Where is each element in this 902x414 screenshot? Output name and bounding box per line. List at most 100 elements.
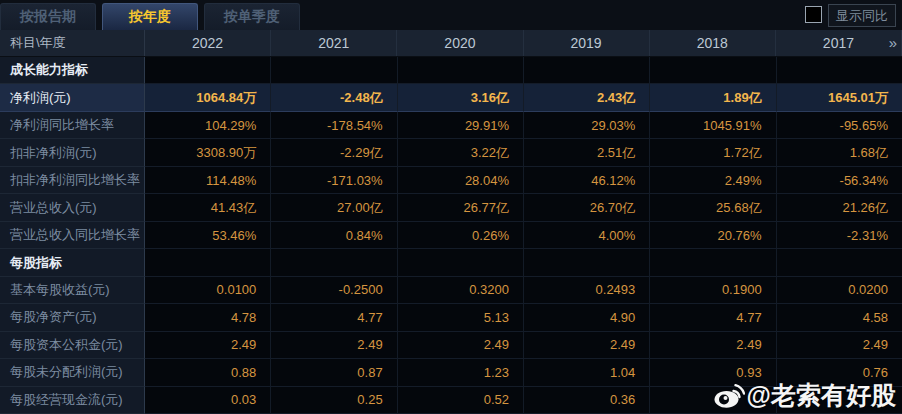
section-row[interactable]: 成长能力指标 [0, 57, 902, 84]
cell-value: 0.76 [777, 359, 902, 386]
cell-value: -95.65% [777, 112, 902, 139]
cell-value: 46.12% [524, 167, 650, 194]
cell-value: 0.0200 [777, 277, 902, 304]
row-label: 基本每股收益(元) [0, 277, 145, 304]
table-row[interactable]: 每股未分配利润(元)0.880.871.231.040.930.76 [0, 359, 902, 386]
row-label: 扣非净利润同比增长率 [0, 167, 145, 194]
table-row[interactable]: 扣非净利润同比增长率114.48%-171.03%28.04%46.12%2.4… [0, 167, 902, 194]
cell-value: 0.87 [271, 359, 397, 386]
cell-value [524, 249, 650, 276]
cell-value: -56.34% [777, 167, 902, 194]
cell-value [777, 387, 902, 414]
cell-value [145, 57, 271, 84]
table-row[interactable]: 每股经营现金流(元)0.030.250.520.36 [0, 387, 902, 414]
cell-value [398, 249, 524, 276]
cell-value: -171.03% [271, 167, 397, 194]
table-row[interactable]: 基本每股收益(元)0.0100-0.25000.32000.24930.1900… [0, 277, 902, 304]
cell-value: 2.49% [650, 167, 776, 194]
cell-value: 1.04 [524, 359, 650, 386]
tab-by-report-period[interactable]: 按报告期 [0, 3, 96, 30]
year-header-2019: 2019 [524, 30, 650, 56]
row-label: 每股净资产(元) [0, 304, 145, 331]
cell-value: 1045.91% [650, 112, 776, 139]
cell-value: 0.03 [145, 387, 271, 414]
cell-value: 29.03% [524, 112, 650, 139]
cell-value: 20.76% [650, 222, 776, 249]
cell-value: 2.49 [145, 332, 271, 359]
cell-value: -0.2500 [271, 277, 397, 304]
year-header-2018: 2018 [650, 30, 776, 56]
cell-value: 3308.90万 [145, 139, 271, 166]
cell-value: 0.25 [271, 387, 397, 414]
cell-value: 0.26% [398, 222, 524, 249]
cell-value: 0.88 [145, 359, 271, 386]
table-row[interactable]: 净利润同比增长率104.29%-178.54%29.91%29.03%1045.… [0, 112, 902, 139]
cell-value: 2.51亿 [524, 139, 650, 166]
cell-value: 4.58 [777, 304, 902, 331]
table-row[interactable]: 净利润(元)1064.84万-2.48亿3.16亿2.43亿1.89亿1645.… [0, 84, 902, 111]
cell-value: 3.16亿 [398, 84, 524, 111]
row-label: 营业总收入同比增长率 [0, 222, 145, 249]
cell-value: 1.23 [398, 359, 524, 386]
show-yoy-checkbox[interactable] [805, 6, 822, 23]
cell-value: 114.48% [145, 167, 271, 194]
cell-value: 4.90 [524, 304, 650, 331]
cell-value [524, 57, 650, 84]
cell-value [650, 57, 776, 84]
tab-by-quarter[interactable]: 按单季度 [204, 3, 300, 30]
cell-value: -2.29亿 [271, 139, 397, 166]
cell-value: 29.91% [398, 112, 524, 139]
table-row[interactable]: 营业总收入(元)41.43亿27.00亿26.77亿26.70亿25.68亿21… [0, 194, 902, 221]
row-label: 净利润(元) [0, 84, 145, 111]
cell-value: 0.93 [650, 359, 776, 386]
cell-value: 0.36 [524, 387, 650, 414]
row-label: 净利润同比增长率 [0, 112, 145, 139]
section-row[interactable]: 每股指标 [0, 249, 902, 276]
cell-value: -2.31% [777, 222, 902, 249]
cell-value: 2.49 [398, 332, 524, 359]
show-yoy-button[interactable]: 显示同比 [828, 4, 896, 27]
cell-value: 25.68亿 [650, 194, 776, 221]
table-row[interactable]: 营业总收入同比增长率53.46%0.84%0.26%4.00%20.76%-2.… [0, 222, 902, 249]
cell-value [398, 57, 524, 84]
cell-value [777, 249, 902, 276]
cell-value: 0.84% [271, 222, 397, 249]
cell-value: 0.52 [398, 387, 524, 414]
cell-value: 27.00亿 [271, 194, 397, 221]
cell-value: 53.46% [145, 222, 271, 249]
cell-value: 1645.01万 [777, 84, 902, 111]
cell-value: -178.54% [271, 112, 397, 139]
cell-value: 0.2493 [524, 277, 650, 304]
year-header-2017: 2017 [776, 30, 902, 56]
cell-value: 26.70亿 [524, 194, 650, 221]
cell-value: 1064.84万 [145, 84, 271, 111]
cell-value [271, 57, 397, 84]
stock-financials-panel: 按报告期 按年度 按单季度 显示同比 科目\年度 2022 2021 2020 … [0, 0, 902, 414]
cell-value: -2.48亿 [271, 84, 397, 111]
cell-value: 0.0100 [145, 277, 271, 304]
table-body: 成长能力指标净利润(元)1064.84万-2.48亿3.16亿2.43亿1.89… [0, 57, 902, 414]
row-label: 扣非净利润(元) [0, 139, 145, 166]
cell-value [145, 249, 271, 276]
tab-by-year[interactable]: 按年度 [102, 3, 198, 30]
year-header-2021: 2021 [271, 30, 397, 56]
cell-value: 5.13 [398, 304, 524, 331]
row-label: 每股未分配利润(元) [0, 359, 145, 386]
cell-value: 1.72亿 [650, 139, 776, 166]
year-header-2020: 2020 [397, 30, 523, 56]
table-row[interactable]: 扣非净利润(元)3308.90万-2.29亿3.22亿2.51亿1.72亿1.6… [0, 139, 902, 166]
year-header-2022: 2022 [145, 30, 271, 56]
cell-value: 4.78 [145, 304, 271, 331]
table-row[interactable]: 每股净资产(元)4.784.775.134.904.774.58 [0, 304, 902, 331]
cell-value: 28.04% [398, 167, 524, 194]
cell-value [777, 57, 902, 84]
row-label: 成长能力指标 [0, 57, 145, 84]
cell-value: 2.49 [271, 332, 397, 359]
more-years-chevron-icon[interactable]: » [889, 34, 895, 51]
row-label: 每股指标 [0, 249, 145, 276]
cell-value: 1.89亿 [650, 84, 776, 111]
table-row[interactable]: 每股资本公积金(元)2.492.492.492.492.492.49 [0, 332, 902, 359]
cell-value: 4.00% [524, 222, 650, 249]
cell-value: 0.1900 [650, 277, 776, 304]
cell-value: 41.43亿 [145, 194, 271, 221]
